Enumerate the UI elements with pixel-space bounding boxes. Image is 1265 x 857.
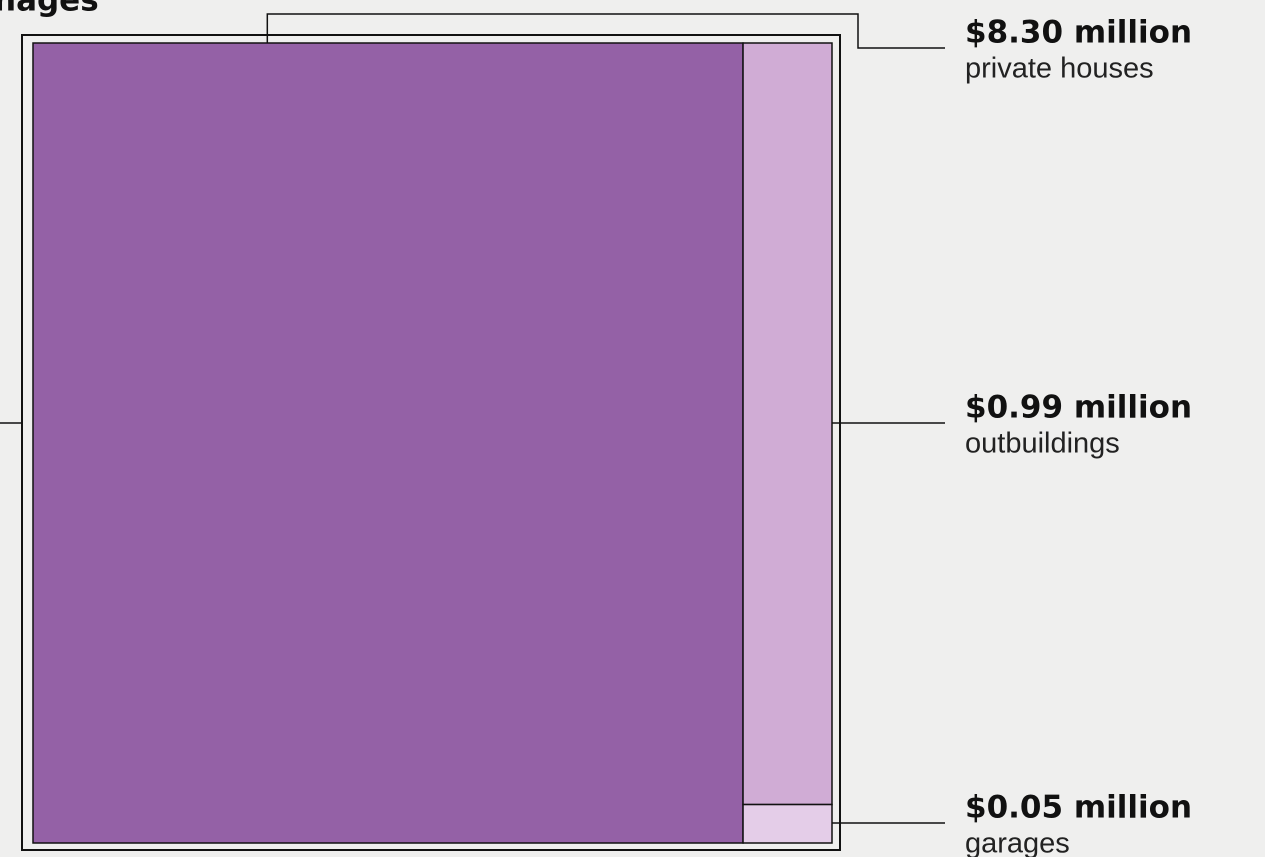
treemap-cell [742,803,833,844]
value-label: $0.05 million [965,790,1192,826]
category-label: garages [965,828,1070,857]
treemap-cell [742,42,833,806]
category-label: outbuildings [965,428,1120,460]
treemap-cell [32,42,744,844]
value-label: $8.30 million [965,15,1192,51]
outer-frame [21,34,841,851]
category-label: private houses [965,53,1154,85]
chart-title: nages [0,0,99,19]
value-label: $0.99 million [965,390,1192,426]
leader-line [266,13,945,49]
